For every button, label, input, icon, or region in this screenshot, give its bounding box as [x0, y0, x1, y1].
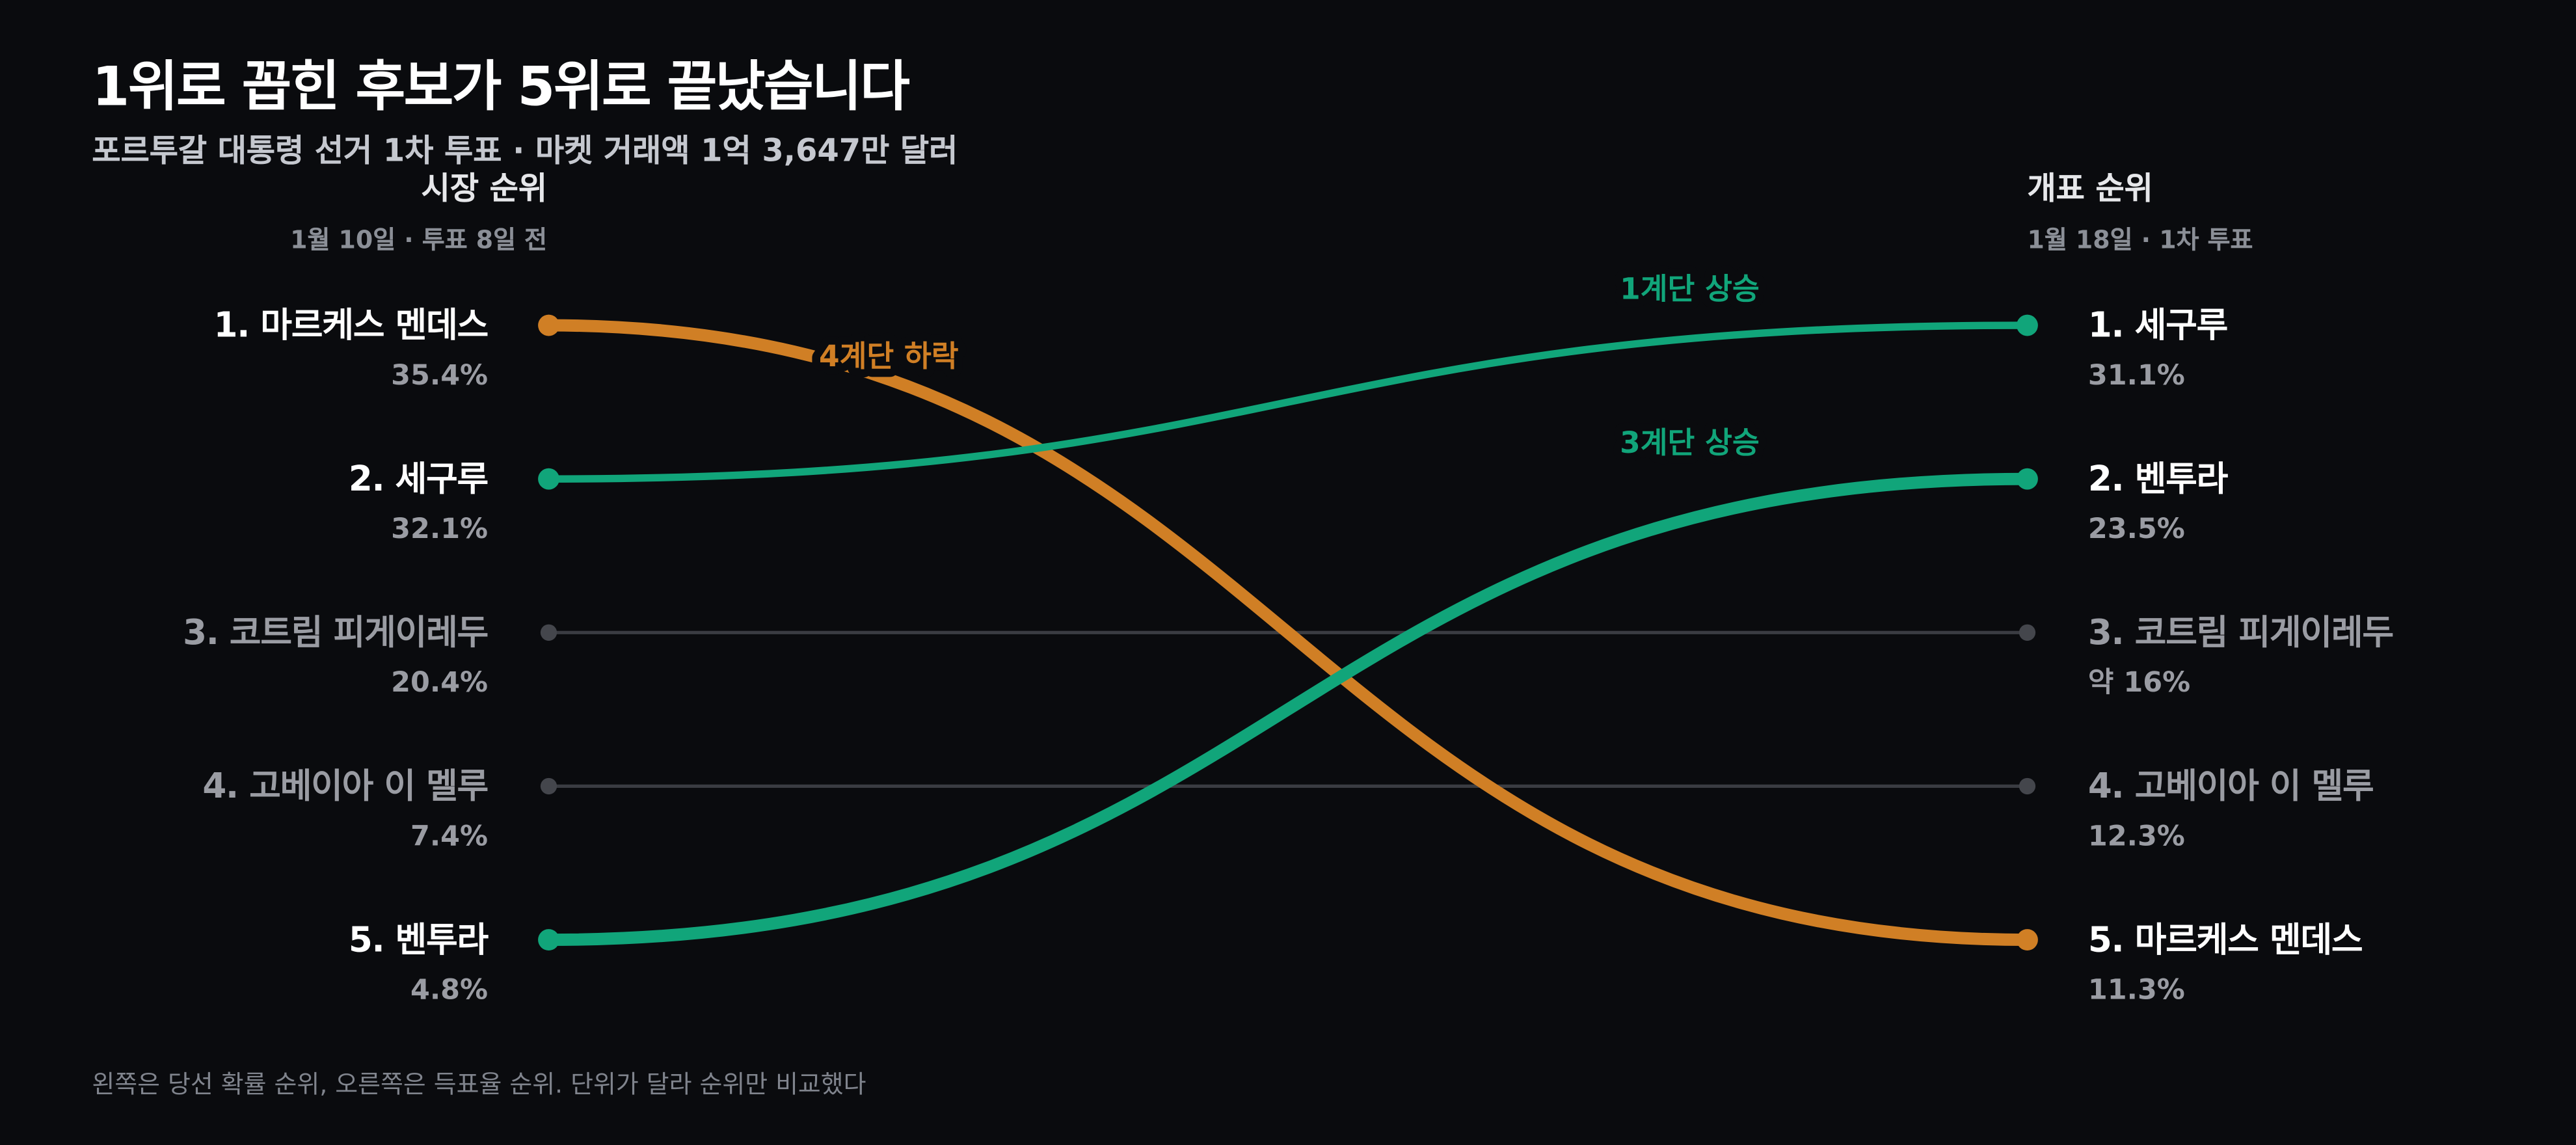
series-2-end-value: 31.1% — [2088, 359, 2185, 392]
series-3-end-label: 3. 코트림 피게이레두 — [2088, 612, 2393, 653]
series-2-start-label: 2. 세구루 — [349, 459, 488, 499]
series-4-start-value: 7.4% — [410, 820, 488, 852]
series-4-end-value: 12.3% — [2088, 820, 2185, 852]
rank-labels: 1. 마르케스 멘데스 35.4% 5. 마르케스 멘데스 11.3% 2. 세구루 32… — [183, 305, 2394, 1006]
series-1-end-value: 11.3% — [2088, 974, 2185, 1006]
series-5-annotation: 3계단 상승 — [1620, 425, 1760, 460]
series-5-end-label: 2. 벤투라 — [2088, 459, 2229, 499]
left-column-subtitle: 1월 10일 · 투표 8일 전 — [290, 224, 547, 255]
series-5-end-dot — [2017, 468, 2038, 490]
slope-dots — [538, 314, 2038, 951]
series-4-end-dot — [2019, 777, 2036, 795]
series-line-2 — [544, 321, 2032, 483]
series-1-start-dot — [538, 314, 559, 336]
left-column-title: 시장 순위 — [421, 170, 547, 208]
series-2-end-label: 1. 세구루 — [2088, 305, 2227, 345]
series-line-1 — [543, 319, 2033, 947]
series-1-end-dot — [2017, 929, 2038, 951]
series-3-start-dot — [540, 624, 557, 641]
series-4-start-label: 4. 고베이아 이 멜루 — [202, 766, 488, 806]
series-2-start-dot — [538, 468, 559, 490]
footnote: 왼쪽은 당선 확률 순위, 오른쪽은 득표율 순위. 단위가 달라 순위만 비교… — [92, 1070, 866, 1099]
series-4-start-dot — [540, 777, 557, 795]
series-1-start-value: 35.4% — [391, 359, 488, 392]
chart-subtitle: 포르투갈 대통령 선거 1차 투표 · 마켓 거래액 1억 3,647만 달러 — [92, 133, 958, 170]
series-3-start-label: 3. 코트림 피게이레두 — [183, 612, 488, 653]
right-column-subtitle: 1월 18일 · 1차 투표 — [2027, 224, 2253, 255]
series-2-end-dot — [2017, 314, 2038, 336]
series-5-start-value: 4.8% — [410, 974, 488, 1006]
series-3-end-dot — [2019, 624, 2036, 641]
change-annotations: 4계단 하락 1계단 상승 3계단 상승 — [811, 263, 1767, 468]
series-2-start-value: 32.1% — [391, 513, 488, 545]
series-4-end-label: 4. 고베이아 이 멜루 — [2088, 766, 2374, 806]
series-1-end-label: 5. 마르케스 멘데스 — [2088, 919, 2362, 960]
right-column-title: 개표 순위 — [2027, 170, 2153, 208]
series-5-end-value: 23.5% — [2088, 513, 2185, 545]
series-1-annotation: 4계단 하락 — [819, 339, 959, 373]
series-5-start-dot — [538, 929, 559, 951]
series-1-start-label: 1. 마르케스 멘데스 — [214, 305, 488, 345]
chart-title: 1위로 꼽힌 후보가 5위로 끝났습니다 — [92, 54, 910, 118]
series-5-start-label: 5. 벤투라 — [349, 919, 489, 960]
slope-lines — [543, 319, 2033, 947]
series-2-annotation: 1계단 상승 — [1620, 272, 1760, 306]
series-3-end-value: 약 16% — [2088, 666, 2190, 699]
series-3-start-value: 20.4% — [391, 666, 488, 699]
series-line-5 — [543, 472, 2033, 947]
